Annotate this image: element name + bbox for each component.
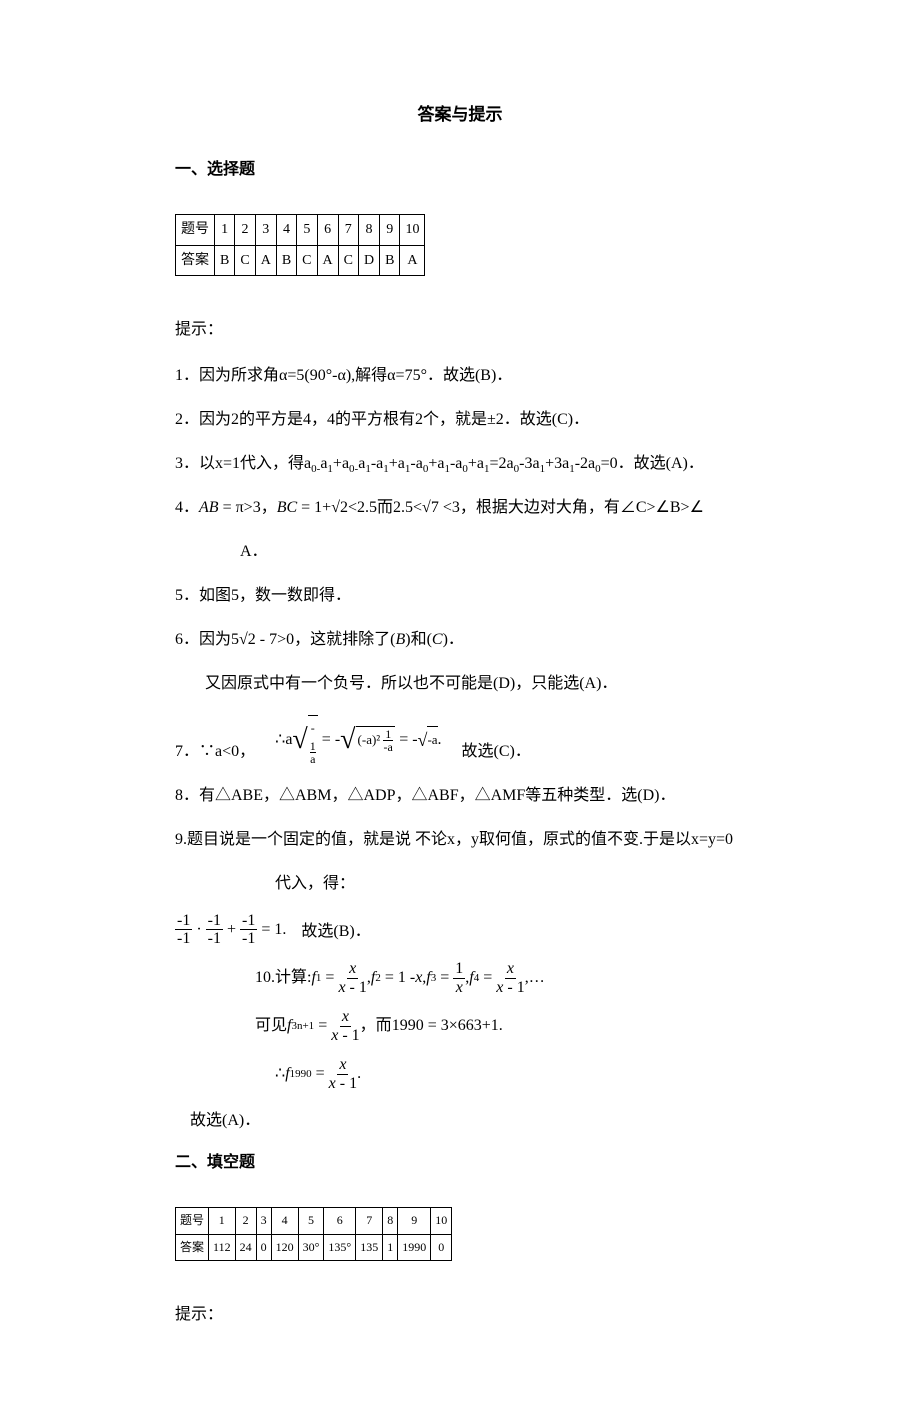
item-1: 1．因为所求角α=5(90°-α),解得α=75°．故选(B)． [175,360,745,392]
item-4-cont: A． [175,536,745,568]
item-3: 3．以x=1代入，得a0-a1+a0-a1-a1+a1-a0+a1-a0+a1=… [175,448,745,480]
table-cell: A [400,245,425,275]
table-cell: 2 [235,1208,256,1235]
table-cell: 5 [297,215,317,245]
table-cell: 5 [298,1208,324,1235]
item-10c: ∴f1990 = x x - 1 . [175,1056,745,1092]
table-cell: 10 [400,215,425,245]
item-8: 8．有△ABE，△ABM，△ADP，△ABF，△AMF等五种类型．选(D)． [175,780,745,812]
table-cell: B [276,245,296,275]
table-cell: 8 [383,1208,398,1235]
section-1-header: 一、选择题 [175,156,745,185]
table-cell: C [235,245,255,275]
table-cell: A [255,245,276,275]
row-label: 题号 [176,1208,209,1235]
table-cell: 120 [271,1234,298,1261]
item-10b: 可见f3n+1 = x x - 1 ，而1990 = 3×663+1. [175,1008,745,1044]
table-row: 题号 1 2 3 4 5 6 7 8 9 10 [176,215,425,245]
item-9a: 9.题目说是一个固定的值，就是说 不论x，y取何值，原式的值不变.于是以x=y=… [175,824,745,856]
table-cell: 9 [380,215,400,245]
item-9-math: -1 -1 · -1 -1 + -1 -1 = 1. 故选(B)． [175,912,745,948]
table-cell: 112 [209,1234,236,1261]
hint-label-2: 提示： [175,1301,745,1330]
item-10a: 10.计算: f1 = x x - 1 ,f2 = 1 - x,f3 = 1 x… [175,960,745,996]
table-cell: C [297,245,317,275]
page-title: 答案与提示 [175,100,745,131]
item-10d: 故选(A)． [175,1105,745,1137]
table-cell: 3 [256,1208,271,1235]
table-cell: 3 [255,215,276,245]
row-label: 答案 [176,245,215,275]
item-7: 7．∵a<0， ∴a √ - 1 a = - √ (-a)² 1 -a [175,712,745,768]
answer-table-2: 题号 1 2 3 4 5 6 7 8 9 10 答案 112 24 0 120 … [175,1207,452,1261]
item-9b: 代入，得： [175,868,745,900]
row-label: 题号 [176,215,215,245]
table-row: 答案 B C A B C A C D B A [176,245,425,275]
table-cell: B [215,245,235,275]
table-cell: 24 [235,1234,256,1261]
table-row: 答案 112 24 0 120 30° 135° 135 1 1990 0 [176,1234,452,1261]
hint-label: 提示： [175,316,745,345]
table-cell: 0 [256,1234,271,1261]
table-cell: B [380,245,400,275]
table-row: 题号 1 2 3 4 5 6 7 8 9 10 [176,1208,452,1235]
table-cell: 0 [431,1234,452,1261]
table-cell: 6 [317,215,338,245]
item-4: 4．AB = π>3，BC = 1+√2<2.5而2.5<√7 <3，根据大边对… [175,492,745,524]
table-cell: C [338,245,358,275]
table-cell: 30° [298,1234,324,1261]
table-cell: 7 [338,215,358,245]
row-label: 答案 [176,1234,209,1261]
section-2-header: 二、填空题 [175,1149,745,1178]
table-cell: D [358,245,379,275]
answer-table-1: 题号 1 2 3 4 5 6 7 8 9 10 答案 B C A B C A C… [175,214,425,275]
table-cell: 1 [215,215,235,245]
table-cell: 10 [431,1208,452,1235]
item-2: 2．因为2的平方是4，4的平方根有2个，就是±2．故选(C)． [175,404,745,436]
table-cell: 135 [356,1234,383,1261]
table-cell: 4 [271,1208,298,1235]
table-cell: A [317,245,338,275]
item-6b: 又因原式中有一个负号．所以也不可能是(D)，只能选(A)． [175,668,745,700]
table-cell: 4 [276,215,296,245]
table-cell: 8 [358,215,379,245]
table-cell: 1990 [398,1234,431,1261]
item-6: 6．因为5√2 - 7>0，这就排除了(B)和(C)． [175,624,745,656]
table-cell: 6 [324,1208,356,1235]
table-cell: 2 [235,215,255,245]
table-cell: 1 [383,1234,398,1261]
item-5: 5．如图5，数一数即得． [175,580,745,612]
table-cell: 135° [324,1234,356,1261]
table-cell: 1 [209,1208,236,1235]
table-cell: 9 [398,1208,431,1235]
table-cell: 7 [356,1208,383,1235]
